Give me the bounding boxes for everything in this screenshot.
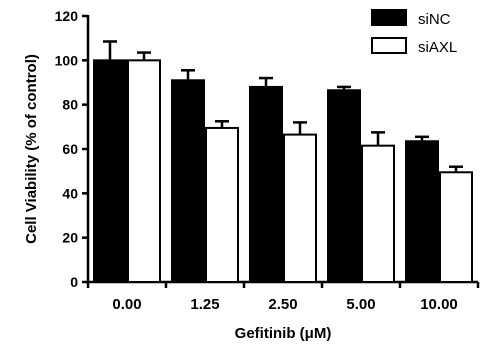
legend-label-siAXL: siAXL <box>418 39 457 56</box>
x-tick-label: 10.00 <box>420 296 458 313</box>
x-tick-label: 2.50 <box>268 296 297 313</box>
bar-siAXL-10.00 <box>439 171 473 283</box>
bar-siNC-2.50 <box>249 85 283 283</box>
legend: siNC siAXL <box>371 9 457 56</box>
bar-siNC-1.25 <box>171 79 205 283</box>
y-tick-label: 100 <box>55 52 79 68</box>
x-tick-label: 5.00 <box>346 296 375 313</box>
x-tick-label: 1.25 <box>190 296 219 313</box>
x-axis: 0.00 1.25 2.50 5.00 10.00 <box>86 280 480 313</box>
y-tick-label: 120 <box>55 8 79 24</box>
bar-siAXL-2.50 <box>283 133 317 283</box>
y-tick-label: 60 <box>62 141 78 157</box>
bar-siNC-10.00 <box>405 140 439 283</box>
bar-siAXL-5.00 <box>361 144 395 283</box>
bar-siAXL-0.00 <box>127 59 161 284</box>
bar-siNC-0.00 <box>93 59 127 284</box>
legend-swatch-siNC <box>371 9 407 26</box>
y-tick-label: 20 <box>62 230 78 246</box>
bar-siNC-5.00 <box>327 89 361 283</box>
y-tick-label: 40 <box>62 185 78 201</box>
x-tick-label: 0.00 <box>112 296 141 313</box>
x-axis-title: Gefitinib (μM) <box>235 325 332 342</box>
bars <box>93 40 473 284</box>
legend-label-siNC: siNC <box>418 11 451 28</box>
y-tick-label: 80 <box>62 97 78 113</box>
bar-siAXL-1.25 <box>205 126 239 283</box>
y-axis-title: Cell Viability (% of control) <box>23 54 40 244</box>
y-tick-label: 0 <box>70 274 78 290</box>
y-axis: 0 20 40 60 80 100 120 <box>55 8 90 290</box>
legend-swatch-siAXL <box>371 37 407 54</box>
